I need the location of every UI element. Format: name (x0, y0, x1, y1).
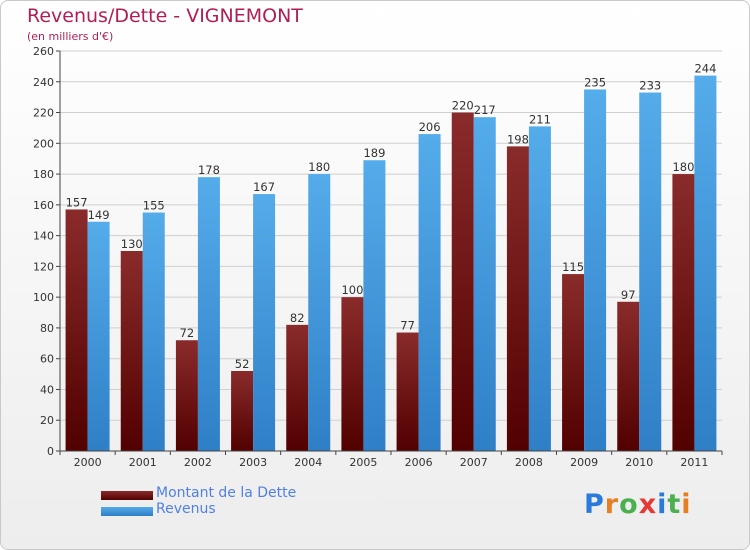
y-tick-label: 240 (33, 76, 54, 89)
x-tick-label: 2003 (239, 456, 267, 469)
x-tick-label: 2002 (184, 456, 212, 469)
y-tick-label: 140 (33, 230, 54, 243)
x-tick-label: 2007 (460, 456, 488, 469)
bar-dette (617, 301, 640, 451)
logo-letter: r (604, 489, 620, 520)
logo-letter: t (667, 489, 682, 520)
y-tick-label: 180 (33, 168, 54, 181)
y-tick-label: 100 (33, 291, 54, 304)
legend-swatch-revenus (101, 507, 153, 516)
bar-revenus (87, 221, 110, 451)
bar-revenus (418, 134, 441, 452)
x-tick-label: 2005 (349, 456, 377, 469)
data-label-revenus: 206 (419, 120, 441, 134)
x-tick-label: 2011 (680, 456, 708, 469)
bar-dette (175, 340, 198, 451)
bar-revenus (253, 194, 276, 452)
bar-revenus (528, 126, 551, 451)
x-tick-label: 2001 (129, 456, 157, 469)
proxiti-logo: Proxiti (584, 489, 692, 520)
bar-revenus (308, 174, 331, 452)
data-label-revenus: 167 (253, 180, 275, 194)
x-tick-label: 2000 (74, 456, 102, 469)
x-tick-label: 2004 (294, 456, 322, 469)
bar-revenus (473, 117, 496, 452)
logo-letter: o (619, 489, 639, 520)
bar-dette (286, 324, 309, 451)
data-label-revenus: 189 (363, 146, 385, 160)
y-tick-label: 60 (40, 353, 54, 366)
data-label-revenus: 178 (198, 163, 220, 177)
data-label-revenus: 211 (529, 112, 551, 126)
data-label-revenus: 217 (474, 103, 496, 117)
logo-letter: i (657, 489, 668, 520)
bar-dette (672, 174, 695, 452)
data-label-revenus: 244 (694, 62, 716, 76)
bar-revenus (694, 75, 717, 451)
legend-swatch-debt (101, 491, 153, 500)
logo-letter: x (638, 489, 658, 520)
data-label-revenus: 149 (88, 208, 110, 222)
bar-dette (65, 209, 88, 451)
legend-label-revenus: Revenus (156, 501, 216, 517)
x-tick-label: 2009 (570, 456, 598, 469)
data-label-dette: 100 (341, 283, 363, 297)
data-label-dette: 157 (66, 195, 88, 209)
x-tick-label: 2008 (515, 456, 543, 469)
y-tick-label: 260 (33, 45, 54, 58)
chart-subtitle: (en milliers d'€) (27, 30, 114, 43)
data-label-revenus: 180 (308, 160, 330, 174)
bar-revenus (584, 89, 607, 451)
data-label-dette: 115 (562, 260, 584, 274)
bar-revenus (142, 212, 165, 451)
x-tick-label: 2006 (405, 456, 433, 469)
y-tick-label: 40 (40, 383, 54, 396)
data-label-dette: 97 (621, 288, 636, 302)
bar-dette (341, 297, 364, 451)
y-tick-label: 80 (40, 322, 54, 335)
bar-revenus (639, 92, 662, 452)
bar-dette (451, 112, 474, 452)
logo-letter: P (584, 489, 605, 520)
data-label-revenus: 233 (639, 79, 661, 93)
y-tick-label: 0 (47, 445, 54, 458)
bar-revenus (363, 160, 386, 451)
data-label-dette: 77 (400, 319, 415, 333)
data-label-dette: 52 (235, 357, 250, 371)
y-tick-label: 160 (33, 199, 54, 212)
bar-dette (120, 251, 143, 451)
x-tick-label: 2010 (625, 456, 653, 469)
data-label-dette: 72 (180, 326, 195, 340)
data-label-dette: 198 (507, 132, 529, 146)
chart-title: Revenus/Dette - VIGNEMONT (27, 5, 303, 27)
logo-letter: i (681, 489, 692, 520)
bar-dette (231, 371, 254, 451)
y-tick-label: 220 (33, 107, 54, 120)
data-label-revenus: 235 (584, 75, 606, 89)
y-tick-label: 200 (33, 137, 54, 150)
data-label-revenus: 155 (143, 199, 165, 213)
legend-label-debt: Montant de la Dette (156, 485, 297, 501)
bar-dette (396, 332, 419, 451)
data-label-dette: 130 (121, 237, 143, 251)
bar-dette (562, 274, 585, 451)
bar-dette (506, 146, 529, 451)
bar-revenus (197, 177, 220, 451)
data-label-dette: 220 (452, 99, 474, 113)
data-label-dette: 82 (290, 311, 305, 325)
data-label-dette: 180 (672, 160, 694, 174)
y-tick-label: 20 (40, 414, 54, 427)
y-tick-label: 120 (33, 260, 54, 273)
